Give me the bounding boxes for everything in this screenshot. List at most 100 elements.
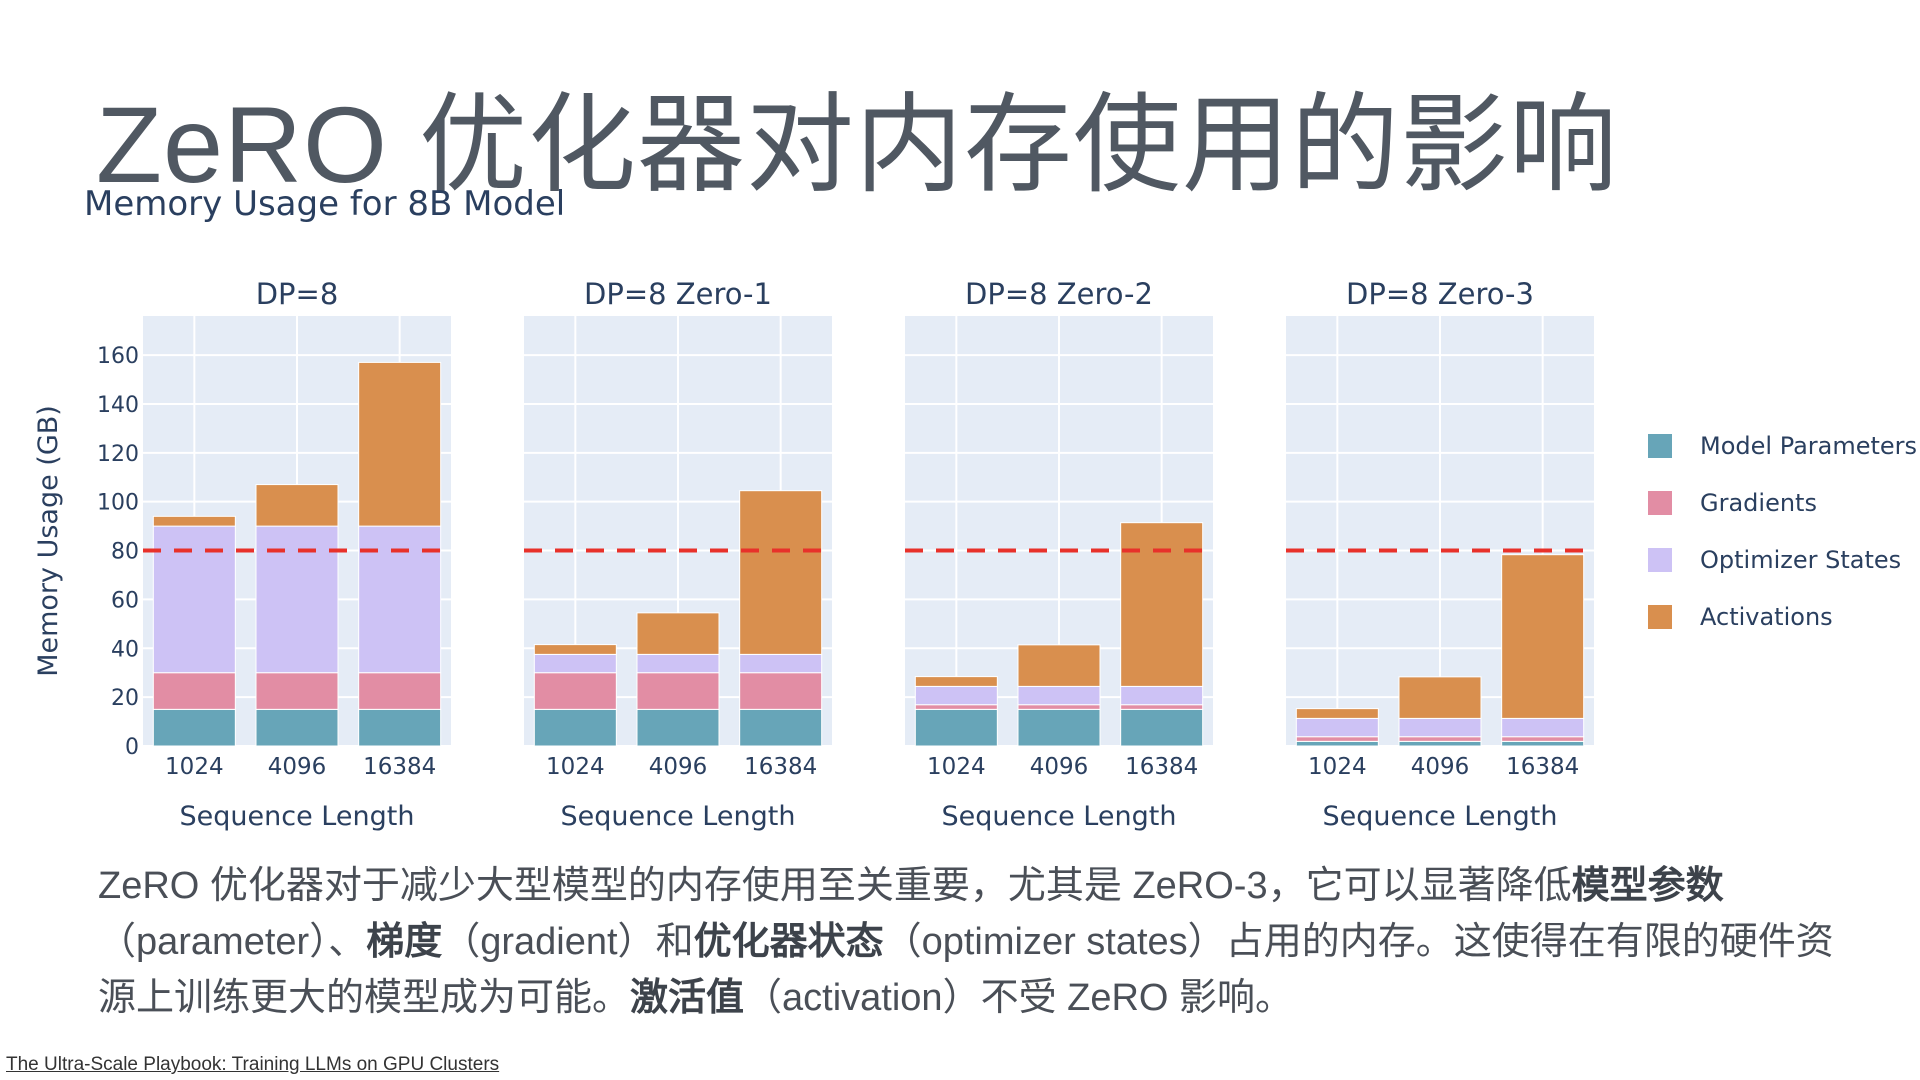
bar-segment-optimizer-states — [152, 525, 236, 674]
bar-segment-activations — [1295, 708, 1379, 719]
bar-segment-model-parameters — [1398, 740, 1482, 747]
legend-swatch — [1648, 605, 1672, 629]
subplot-title: DP=8 Zero-2 — [965, 277, 1153, 311]
bar-segment-gradients — [533, 672, 617, 710]
memory-usage-chart: 1024 4096 16384 DP=8 Sequence Length 1024 4096… — [33, 277, 1917, 832]
bar-segment-activations — [533, 644, 617, 655]
bar-segment-optimizer-states — [739, 653, 823, 674]
bar-segment-optimizer-states — [358, 525, 442, 674]
x-tick-label: 16384 — [1506, 754, 1579, 780]
bar-segment-activations — [1017, 644, 1101, 687]
bar-segment-optimizer-states — [1398, 717, 1482, 738]
x-axis-label: Sequence Length — [561, 801, 796, 832]
y-tick-label: 20 — [111, 686, 139, 711]
legend-swatch — [1648, 491, 1672, 515]
bar-segment-activations — [1120, 522, 1204, 687]
bar-segment-model-parameters — [255, 708, 339, 747]
bar-segment-gradients — [1120, 704, 1204, 710]
x-tick-label: 16384 — [744, 754, 817, 780]
bar-segment-model-parameters — [739, 708, 823, 747]
bar-segment-gradients — [1398, 736, 1482, 742]
bar-segment-optimizer-states — [1295, 717, 1379, 738]
legend-swatch — [1648, 548, 1672, 572]
x-tick-label: 16384 — [363, 754, 436, 780]
caption-text: 占用的内存。这使得在有限的硬件资源上训练更大的模型成为可能。 — [98, 921, 1834, 1019]
bar-segment-activations — [1501, 554, 1585, 719]
x-tick-label: 1024 — [546, 754, 605, 780]
y-tick-label: 160 — [97, 344, 139, 369]
bar-segment-gradients — [1295, 736, 1379, 742]
x-axis-label: Sequence Length — [942, 801, 1177, 832]
subplot-title: DP=8 — [256, 277, 339, 311]
x-tick-label: 1024 — [1308, 754, 1367, 780]
bar-segment-optimizer-states — [636, 653, 720, 674]
bar-segment-optimizer-states — [914, 685, 998, 706]
bar-segment-gradients — [636, 672, 720, 710]
y-tick-label: 40 — [111, 637, 139, 662]
y-tick-label: 60 — [111, 588, 139, 613]
source-link[interactable]: The Ultra-Scale Playbook: Training LLMs … — [6, 1054, 500, 1075]
legend-label: Activations — [1700, 603, 1833, 631]
bar-segment-gradients — [739, 672, 823, 710]
caption-text: ZeRO 优化器对于减少大型模型的内存使用至关重要，尤其是 ZeRO-3，它可以… — [98, 865, 1572, 907]
bar-segment-activations — [636, 612, 720, 655]
y-tick-label: 100 — [97, 491, 139, 516]
x-tick-label: 1024 — [927, 754, 986, 780]
bar-segment-optimizer-states — [1017, 685, 1101, 706]
bar-segment-model-parameters — [1017, 708, 1101, 747]
caption-paragraph: ZeRO 优化器对于减少大型模型的内存使用至关重要，尤其是 ZeRO-3，它可以… — [98, 858, 1858, 1026]
bar-segment-optimizer-states — [255, 525, 339, 674]
legend-label: Optimizer States — [1700, 546, 1901, 574]
slide-title: ZeRO 优化器对内存使用的影响 — [96, 84, 1619, 205]
caption-text: 和 — [655, 921, 694, 963]
bar-segment-model-parameters — [358, 708, 442, 747]
bar-segment-activations — [1398, 676, 1482, 719]
subplot-title: DP=8 Zero-3 — [1346, 277, 1534, 311]
x-tick-label: 4096 — [1030, 754, 1089, 780]
bar-segment-optimizer-states — [1120, 685, 1204, 706]
legend-label: Gradients — [1700, 489, 1817, 517]
caption-bold-term: 模型参数 — [1571, 865, 1724, 907]
caption-text: （gradient） — [442, 921, 656, 963]
x-axis-label: Sequence Length — [180, 801, 415, 832]
y-tick-label: 120 — [97, 442, 139, 467]
caption-text: （optimizer states） — [883, 921, 1226, 963]
bar-segment-gradients — [255, 672, 339, 710]
bar-segment-model-parameters — [636, 708, 720, 747]
subplot-title: DP=8 Zero-1 — [584, 277, 772, 311]
caption-bold-term: 激活值 — [630, 977, 745, 1019]
bar-segment-model-parameters — [914, 708, 998, 747]
y-axis-label: Memory Usage (GB) — [33, 405, 64, 677]
bar-segment-gradients — [152, 672, 236, 710]
bar-segment-model-parameters — [533, 708, 617, 747]
bar-segment-gradients — [1017, 704, 1101, 710]
bar-segment-gradients — [358, 672, 442, 710]
x-tick-label: 4096 — [268, 754, 327, 780]
bar-segment-model-parameters — [1501, 740, 1585, 747]
legend-swatch — [1648, 434, 1672, 458]
x-tick-label: 1024 — [165, 754, 224, 780]
x-tick-label: 4096 — [1411, 754, 1470, 780]
bar-segment-activations — [739, 490, 823, 655]
chart-title: Memory Usage for 8B Model — [84, 184, 566, 224]
bar-segment-gradients — [1501, 736, 1585, 742]
bar-segment-gradients — [914, 704, 998, 710]
bar-segment-activations — [914, 676, 998, 687]
x-tick-label: 16384 — [1125, 754, 1198, 780]
bar-segment-model-parameters — [1120, 708, 1204, 747]
caption-text: 、 — [328, 921, 367, 963]
caption-bold-term: 优化器状态 — [693, 921, 884, 963]
bar-segment-optimizer-states — [533, 653, 617, 674]
bar-segment-activations — [358, 361, 442, 527]
caption-text: （parameter） — [98, 921, 329, 963]
x-tick-label: 4096 — [649, 754, 708, 780]
bar-segment-activations — [152, 515, 236, 527]
caption-bold-term: 梯度 — [366, 921, 443, 963]
y-tick-label: 140 — [97, 393, 139, 418]
y-tick-label: 0 — [125, 735, 139, 760]
bar-segment-activations — [255, 484, 339, 527]
caption-text: 不受 ZeRO 影响。 — [980, 977, 1294, 1019]
bar-segment-model-parameters — [152, 708, 236, 747]
x-axis-label: Sequence Length — [1323, 801, 1558, 832]
legend-label: Model Parameters — [1700, 432, 1917, 460]
